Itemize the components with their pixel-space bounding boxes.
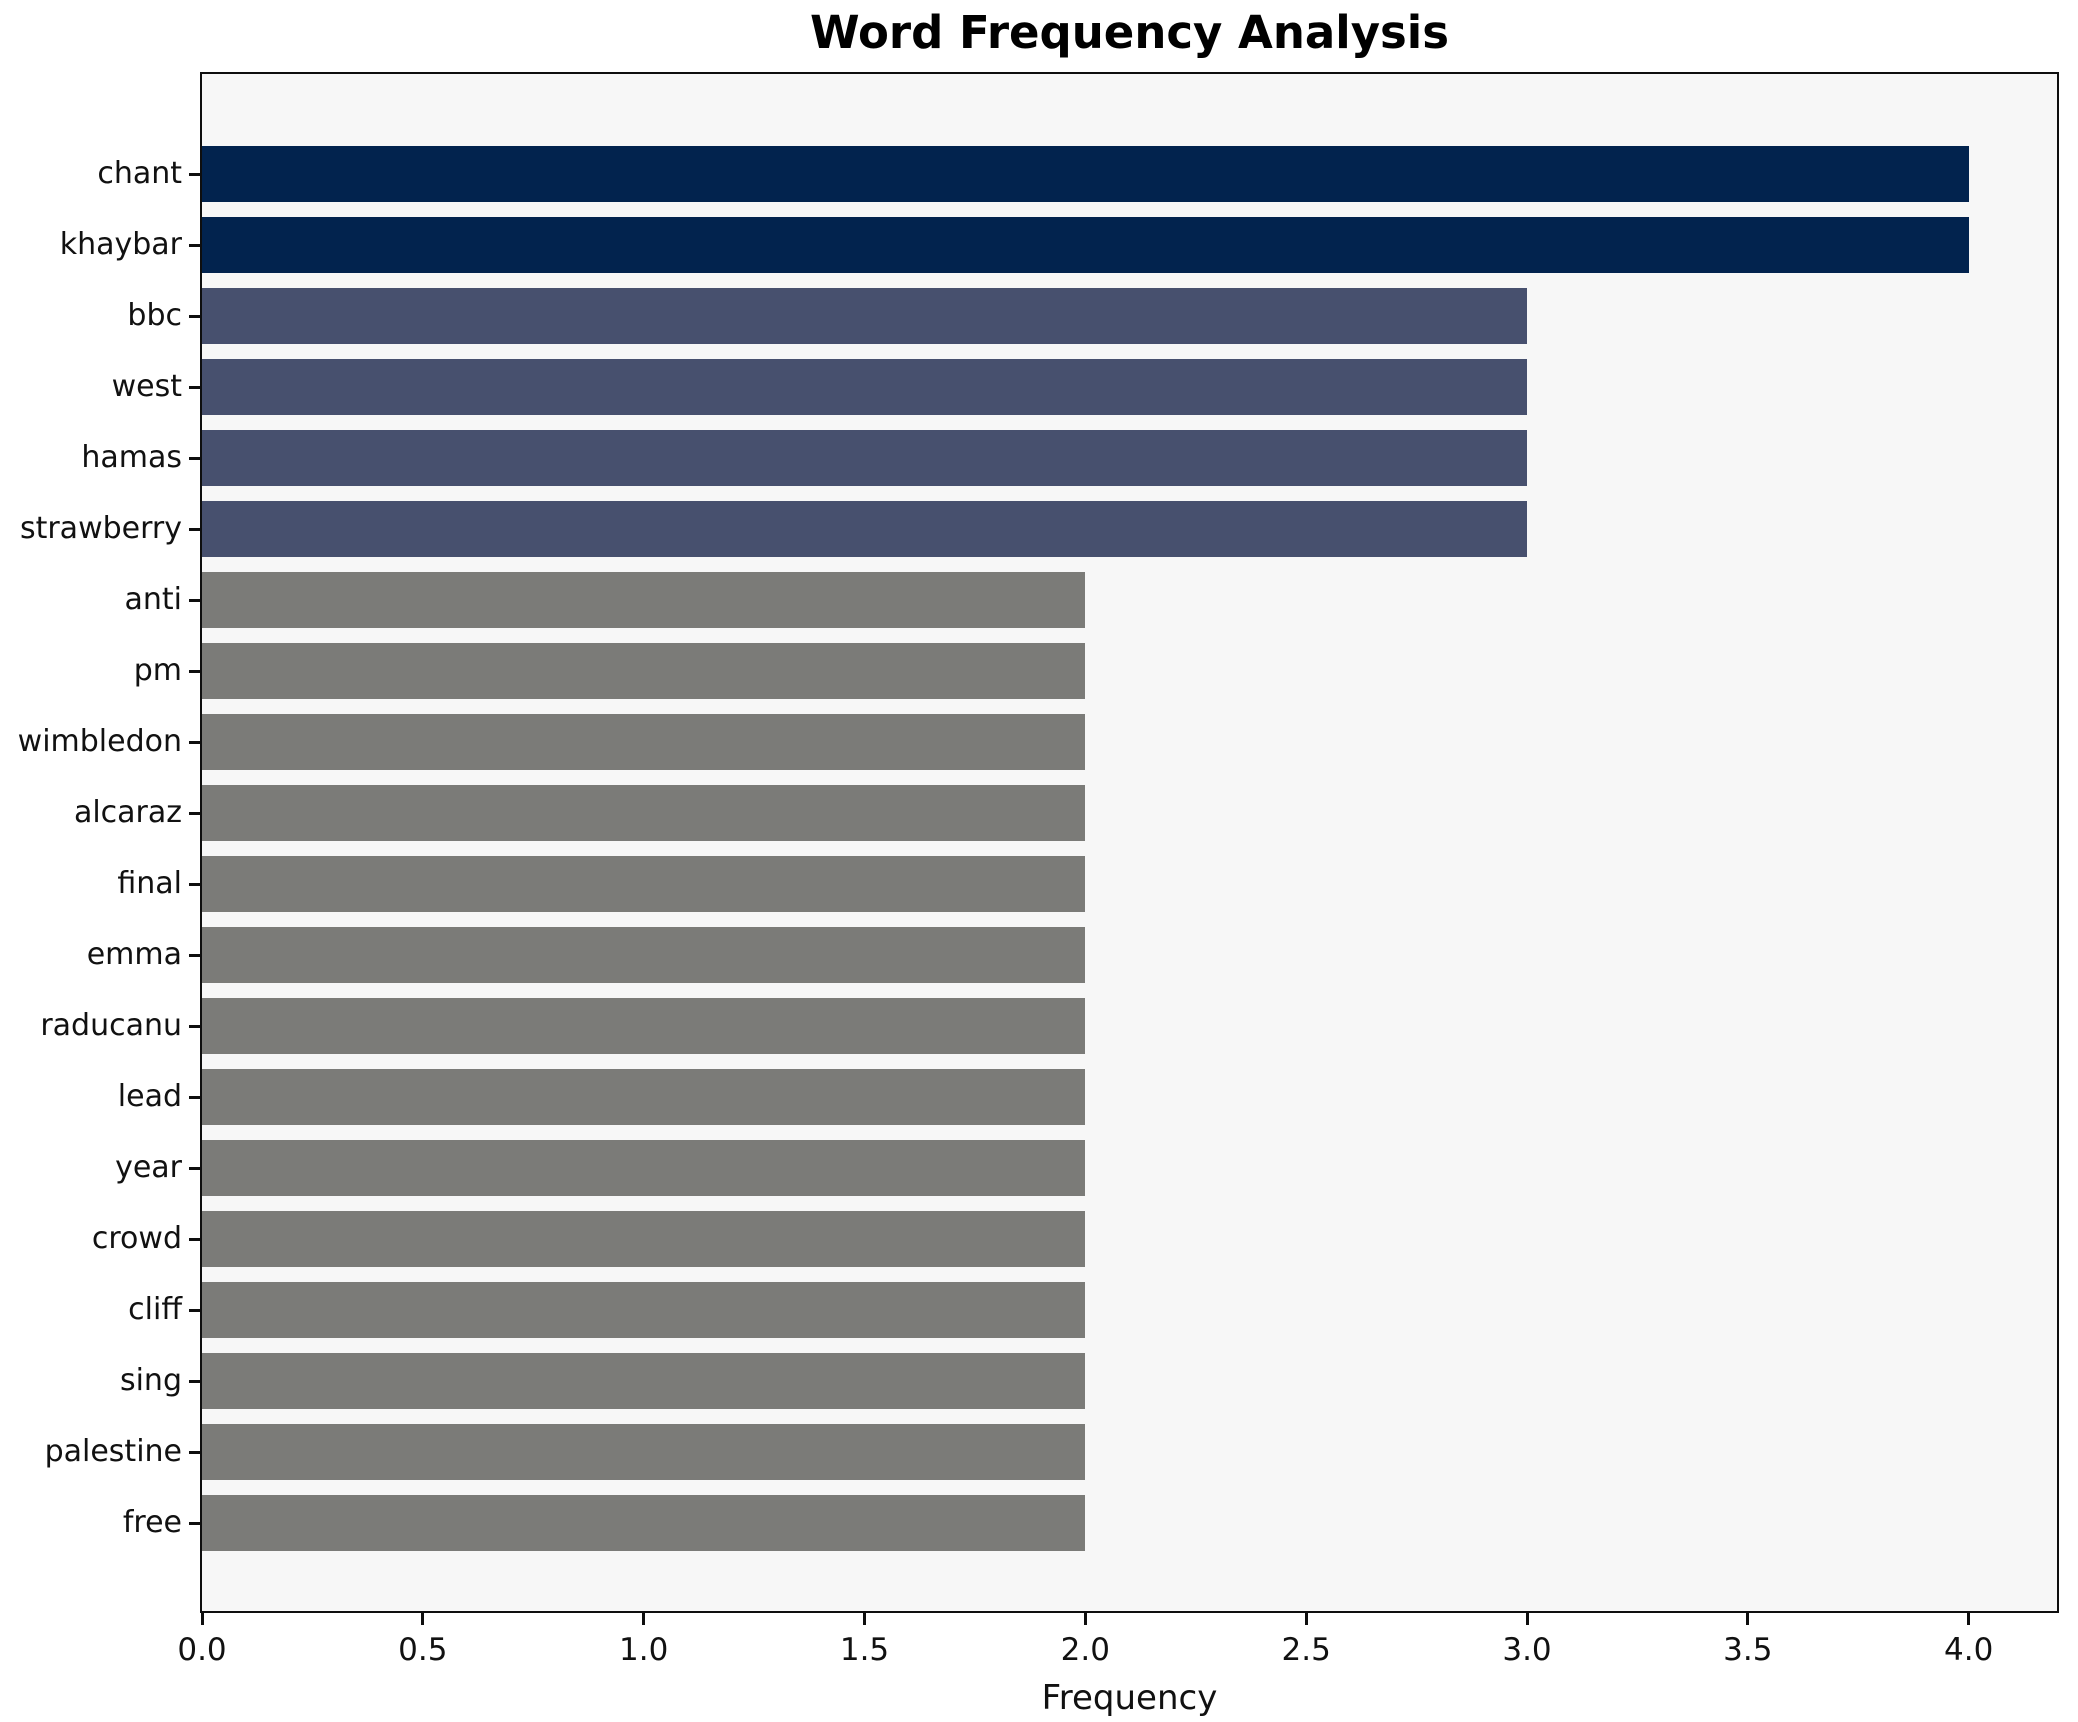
y-tick-label: bbc (127, 298, 182, 333)
x-tick-label: 0.0 (177, 1632, 227, 1668)
y-tick-mark (189, 1166, 200, 1170)
bar-palestine (202, 1423, 1086, 1480)
bar-strawberry (202, 500, 1527, 557)
y-tick-mark (189, 172, 200, 176)
x-tick-mark (1304, 1613, 1308, 1625)
bar-free (202, 1494, 1086, 1551)
y-tick-mark (189, 456, 200, 460)
x-tick-mark (642, 1613, 646, 1625)
x-tick-label: 1.5 (839, 1632, 890, 1668)
bar-pm (202, 642, 1086, 699)
y-tick-label: final (117, 866, 182, 901)
x-tick-label: 3.5 (1723, 1632, 1773, 1668)
bar-year (202, 1139, 1086, 1196)
y-tick-mark (189, 669, 200, 673)
x-tick-label: 0.5 (398, 1632, 448, 1668)
chart-title: Word Frequency Analysis (809, 6, 1450, 59)
x-tick-mark (1083, 1613, 1087, 1625)
x-tick-label: 2.0 (1060, 1632, 1110, 1668)
x-tick-label: 4.0 (1944, 1632, 1994, 1668)
y-tick-mark (189, 1450, 200, 1454)
y-tick-label: palestine (44, 1434, 182, 1469)
y-tick-mark (189, 1379, 200, 1383)
y-tick-mark (189, 243, 200, 247)
y-tick-label: anti (124, 582, 183, 617)
y-tick-label: free (122, 1505, 182, 1540)
y-tick-label: west (111, 369, 182, 404)
y-tick-mark (189, 811, 200, 815)
y-tick-mark (189, 527, 200, 531)
bar-alcaraz (202, 784, 1086, 841)
y-tick-mark (189, 1237, 200, 1241)
y-tick-mark (189, 740, 200, 744)
y-tick-mark (189, 1308, 200, 1312)
y-tick-label: emma (86, 937, 182, 972)
x-tick-mark (1746, 1613, 1750, 1625)
y-tick-label: pm (133, 653, 182, 688)
bar-crowd (202, 1210, 1086, 1267)
y-tick-mark (189, 314, 200, 318)
bar-chant (202, 145, 1969, 202)
bar-bbc (202, 287, 1527, 344)
x-tick-mark (1967, 1613, 1971, 1625)
y-tick-label: khaybar (59, 227, 182, 262)
bar-anti (202, 571, 1086, 628)
x-tick-mark (200, 1613, 204, 1625)
bar-hamas (202, 429, 1527, 486)
y-tick-mark (189, 953, 200, 957)
x-tick-mark (863, 1613, 866, 1625)
x-tick-label: 2.5 (1281, 1632, 1331, 1668)
y-tick-label: raducanu (40, 1008, 182, 1043)
y-tick-mark (189, 882, 200, 886)
bar-raducanu (202, 997, 1086, 1054)
x-tick-label: 1.0 (619, 1632, 669, 1668)
bar-lead (202, 1068, 1086, 1125)
y-tick-label: lead (117, 1079, 182, 1114)
y-tick-mark (189, 1024, 200, 1028)
y-tick-label: alcaraz (73, 795, 182, 830)
y-tick-label: cliff (128, 1292, 182, 1327)
y-tick-mark (189, 598, 200, 602)
x-tick-mark (1525, 1613, 1529, 1625)
x-tick-mark (421, 1613, 425, 1625)
plot-area (200, 72, 2059, 1613)
y-tick-mark (189, 1521, 200, 1525)
y-tick-label: year (115, 1150, 182, 1185)
y-tick-label: sing (119, 1363, 182, 1398)
bar-cliff (202, 1281, 1086, 1338)
bar-emma (202, 926, 1086, 983)
y-tick-mark (189, 385, 200, 389)
y-tick-label: wimbledon (17, 724, 182, 759)
bar-final (202, 855, 1086, 912)
y-tick-label: hamas (81, 440, 182, 475)
bar-wimbledon (202, 713, 1086, 770)
y-tick-label: crowd (91, 1221, 182, 1256)
x-axis-title: Frequency (1041, 1678, 1218, 1718)
x-tick-label: 3.0 (1502, 1632, 1552, 1668)
bar-khaybar (202, 216, 1969, 273)
y-tick-label: strawberry (19, 511, 182, 546)
y-tick-label: chant (97, 156, 182, 191)
bar-west (202, 358, 1527, 415)
bar-sing (202, 1352, 1086, 1409)
y-tick-mark (189, 1095, 200, 1099)
